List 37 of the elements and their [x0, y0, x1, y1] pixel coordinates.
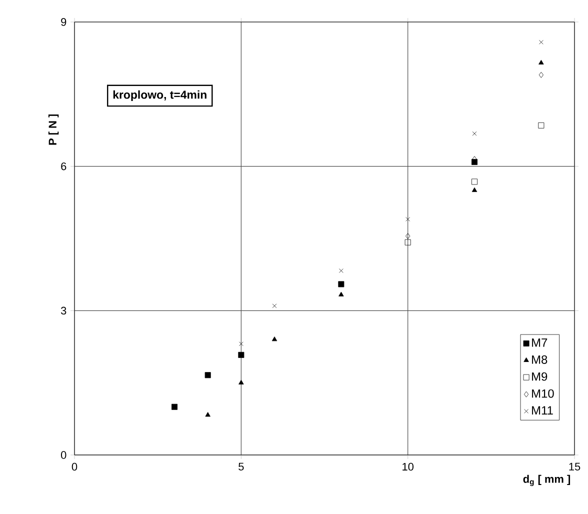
point: [538, 72, 544, 78]
point: [472, 131, 477, 136]
point: [338, 281, 344, 288]
point: [239, 342, 244, 346]
point: [406, 217, 410, 222]
x-tick-label: 15: [569, 462, 580, 470]
y-tick-label: 9: [61, 18, 66, 26]
x-tick-label: 10: [402, 462, 414, 471]
legend-label: M9: [532, 372, 548, 381]
point: [404, 239, 411, 246]
point: [204, 372, 211, 378]
legend-label: M8: [532, 355, 548, 364]
y-tick-label: 0: [60, 451, 66, 459]
legend-label: M10: [532, 389, 554, 398]
point: [238, 352, 244, 358]
legend-label: M11: [532, 406, 553, 415]
y-tick-label: 6: [61, 162, 66, 170]
point: [538, 60, 544, 64]
point: [338, 292, 344, 296]
point: [472, 178, 478, 185]
x-tick-label: 5: [238, 462, 244, 470]
point: [406, 233, 410, 240]
point: [272, 304, 277, 308]
point: [238, 380, 244, 384]
y-tick-label: 3: [60, 306, 66, 315]
annotation: kroplowo, t=4min: [113, 90, 206, 102]
x-tick-label: 0: [72, 462, 78, 471]
y-axis-title: P [ N ]: [48, 114, 59, 145]
point: [472, 187, 478, 192]
x-axis-title: d$_{g}$ [ mm ]: [523, 474, 570, 486]
point: [539, 40, 544, 44]
point: [538, 122, 544, 128]
point: [339, 268, 344, 273]
legend-label: M7: [532, 338, 548, 347]
point: [172, 404, 178, 410]
point: [205, 412, 210, 417]
point: [272, 336, 278, 342]
